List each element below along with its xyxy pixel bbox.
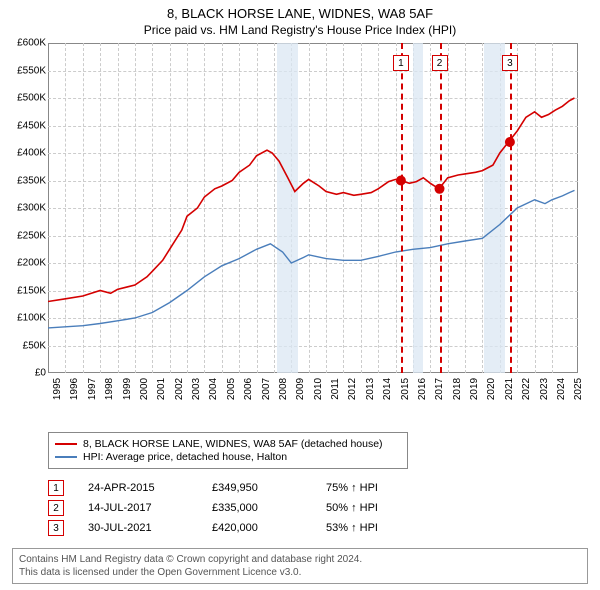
- footer-line2: This data is licensed under the Open Gov…: [19, 566, 581, 579]
- event-number-box: 2: [48, 500, 64, 516]
- x-tick-label: 2011: [330, 378, 341, 400]
- event-row: 1 24-APR-2015 £349,950 75% ↑ HPI: [48, 480, 378, 496]
- event-delta: 50% ↑ HPI: [326, 502, 378, 514]
- y-tick-label: £250K: [17, 230, 46, 241]
- event-date: 24-APR-2015: [88, 482, 188, 494]
- y-tick-label: £300K: [17, 203, 46, 214]
- event-date: 14-JUL-2017: [88, 502, 188, 514]
- event-label-box: 2: [432, 55, 448, 71]
- y-tick-label: £50K: [23, 340, 46, 351]
- series-line: [48, 98, 575, 302]
- y-tick-label: £550K: [17, 65, 46, 76]
- x-tick-label: 2009: [295, 378, 306, 400]
- x-tick-label: 2007: [261, 378, 272, 400]
- x-tick-label: 2025: [573, 378, 584, 400]
- legend-row: HPI: Average price, detached house, Halt…: [55, 451, 401, 463]
- x-tick-label: 2003: [191, 378, 202, 400]
- x-tick-label: 2005: [226, 378, 237, 400]
- x-tick-label: 2013: [365, 378, 376, 400]
- x-tick-label: 2000: [139, 378, 150, 400]
- y-tick-label: £600K: [17, 38, 46, 49]
- x-tick-label: 2015: [400, 378, 411, 400]
- plot-svg: [48, 43, 578, 373]
- y-tick-label: £500K: [17, 93, 46, 104]
- chart-container: 8, BLACK HORSE LANE, WIDNES, WA8 5AF Pri…: [0, 0, 600, 590]
- x-tick-label: 1998: [104, 378, 115, 400]
- chart-subtitle: Price paid vs. HM Land Registry's House …: [0, 21, 600, 43]
- chart-area: 123 £0£50K£100K£150K£200K£250K£300K£350K…: [40, 43, 600, 413]
- event-price: £335,000: [212, 502, 302, 514]
- event-date: 30-JUL-2021: [88, 522, 188, 534]
- event-number-box: 1: [48, 480, 64, 496]
- x-tick-label: 2022: [521, 378, 532, 400]
- y-tick-label: £350K: [17, 175, 46, 186]
- x-tick-label: 2008: [278, 378, 289, 400]
- x-tick-label: 2018: [452, 378, 463, 400]
- series-line: [48, 190, 575, 328]
- x-tick-label: 2021: [504, 378, 515, 400]
- x-tick-label: 1999: [122, 378, 133, 400]
- event-price: £349,950: [212, 482, 302, 494]
- x-tick-label: 2019: [469, 378, 480, 400]
- legend-row: 8, BLACK HORSE LANE, WIDNES, WA8 5AF (de…: [55, 438, 401, 450]
- x-tick-label: 2024: [556, 378, 567, 400]
- x-tick-label: 2017: [434, 378, 445, 400]
- legend-label: HPI: Average price, detached house, Halt…: [83, 451, 287, 463]
- event-row: 3 30-JUL-2021 £420,000 53% ↑ HPI: [48, 520, 378, 536]
- x-tick-label: 1997: [87, 378, 98, 400]
- x-tick-label: 2004: [208, 378, 219, 400]
- x-tick-label: 1996: [69, 378, 80, 400]
- legend-swatch: [55, 443, 77, 445]
- y-tick-label: £0: [35, 368, 46, 379]
- legend-label: 8, BLACK HORSE LANE, WIDNES, WA8 5AF (de…: [83, 438, 383, 450]
- y-tick-label: £200K: [17, 258, 46, 269]
- x-tick-label: 2016: [417, 378, 428, 400]
- event-number-box: 3: [48, 520, 64, 536]
- x-tick-label: 2010: [313, 378, 324, 400]
- y-tick-label: £150K: [17, 285, 46, 296]
- x-tick-label: 2002: [174, 378, 185, 400]
- x-tick-label: 2014: [382, 378, 393, 400]
- x-tick-label: 2012: [347, 378, 358, 400]
- event-label-box: 3: [502, 55, 518, 71]
- event-vline: [440, 43, 442, 373]
- event-vline: [401, 43, 403, 373]
- events-table: 1 24-APR-2015 £349,950 75% ↑ HPI 2 14-JUL-201…: [48, 476, 378, 540]
- event-vline: [510, 43, 512, 373]
- x-tick-label: 2001: [156, 378, 167, 400]
- footer-line1: Contains HM Land Registry data © Crown c…: [19, 553, 581, 566]
- event-price: £420,000: [212, 522, 302, 534]
- x-tick-label: 2006: [243, 378, 254, 400]
- event-row: 2 14-JUL-2017 £335,000 50% ↑ HPI: [48, 500, 378, 516]
- x-tick-label: 2020: [486, 378, 497, 400]
- event-delta: 75% ↑ HPI: [326, 482, 378, 494]
- x-tick-label: 1995: [52, 378, 63, 400]
- y-tick-label: £100K: [17, 313, 46, 324]
- y-tick-label: £400K: [17, 148, 46, 159]
- y-tick-label: £450K: [17, 120, 46, 131]
- legend-swatch: [55, 456, 77, 458]
- event-label-box: 1: [393, 55, 409, 71]
- legend: 8, BLACK HORSE LANE, WIDNES, WA8 5AF (de…: [48, 432, 408, 469]
- event-delta: 53% ↑ HPI: [326, 522, 378, 534]
- chart-title: 8, BLACK HORSE LANE, WIDNES, WA8 5AF: [0, 0, 600, 21]
- x-tick-label: 2023: [539, 378, 550, 400]
- footer-attribution: Contains HM Land Registry data © Crown c…: [12, 548, 588, 584]
